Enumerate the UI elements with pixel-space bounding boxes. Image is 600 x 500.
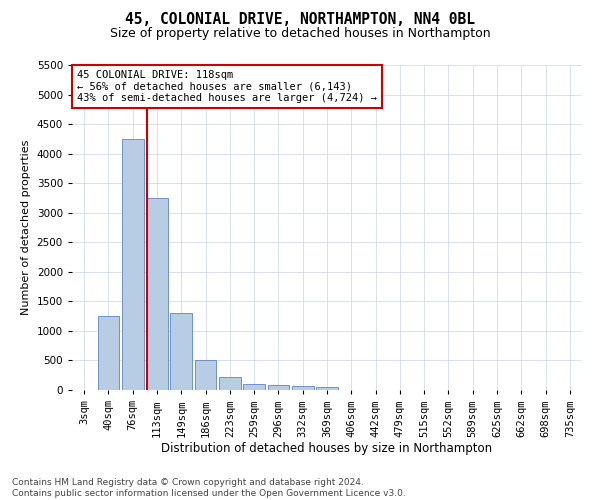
Text: Size of property relative to detached houses in Northampton: Size of property relative to detached ho… xyxy=(110,28,490,40)
Text: 45, COLONIAL DRIVE, NORTHAMPTON, NN4 0BL: 45, COLONIAL DRIVE, NORTHAMPTON, NN4 0BL xyxy=(125,12,475,28)
Bar xyxy=(146,198,168,390)
Text: 45 COLONIAL DRIVE: 118sqm
← 56% of detached houses are smaller (6,143)
43% of se: 45 COLONIAL DRIVE: 118sqm ← 56% of detac… xyxy=(77,70,377,103)
Y-axis label: Number of detached properties: Number of detached properties xyxy=(21,140,31,315)
Bar xyxy=(316,387,338,390)
Bar xyxy=(268,386,289,390)
Bar xyxy=(122,139,143,390)
Bar xyxy=(243,384,265,390)
Bar xyxy=(170,313,192,390)
X-axis label: Distribution of detached houses by size in Northampton: Distribution of detached houses by size … xyxy=(161,442,493,455)
Text: Contains HM Land Registry data © Crown copyright and database right 2024.
Contai: Contains HM Land Registry data © Crown c… xyxy=(12,478,406,498)
Bar xyxy=(97,316,119,390)
Bar xyxy=(292,386,314,390)
Bar xyxy=(219,377,241,390)
Bar xyxy=(194,360,217,390)
